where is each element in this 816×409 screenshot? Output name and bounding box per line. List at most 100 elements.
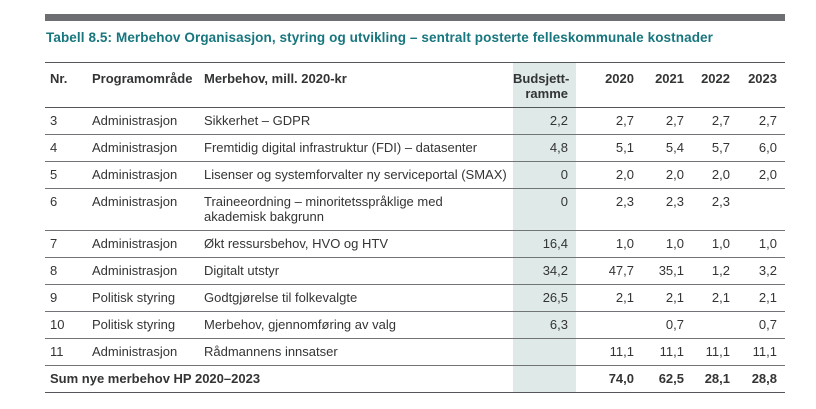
cell-programomrade: Politisk styring (92, 317, 176, 332)
cell-programomrade: Administrasjon (92, 236, 178, 251)
budget-table: Nr. Programområde Merbehov, mill. 2020-k… (45, 62, 785, 393)
cell-budsjettramme: 6,3 (513, 311, 576, 339)
cell-merbehov: Rådmannens innsatser (204, 344, 338, 359)
cell-2023: 0,7 (758, 317, 777, 332)
cell-merbehov: Traineeordning – minoritetsspråklige med… (204, 194, 443, 224)
cell-2021: 11,1 (659, 344, 684, 359)
cell-nr: 7 (50, 236, 58, 251)
cell-programomrade: Administrasjon (92, 113, 178, 128)
col-header-2023: 2023 (748, 71, 777, 86)
cell-2022: 5,7 (711, 140, 730, 155)
sum-2023: 28,8 (751, 371, 777, 386)
cell-nr: 11 (50, 344, 64, 359)
cell-2022: 2,0 (711, 167, 730, 182)
sum-budsjettramme (513, 365, 576, 393)
cell-2023: 3,2 (758, 263, 777, 278)
col-header-budsjett-line2: ramme (525, 86, 568, 101)
cell-nr: 6 (50, 194, 58, 209)
cell-nr: 9 (50, 290, 58, 305)
sum-row: Sum nye merbehov HP 2020–2023 74,0 62,5 … (45, 365, 785, 393)
table-row: 10 Politisk styring Merbehov, gjennomfør… (45, 311, 785, 339)
table-row: 9 Politisk styring Godtgjørelse til folk… (45, 284, 785, 312)
table-row: 5 Administrasjon Lisenser og systemforva… (45, 161, 785, 189)
sum-2022: 28,1 (704, 371, 730, 386)
cell-nr: 10 (50, 317, 65, 332)
cell-merbehov: Godtgjørelse til folkevalgte (204, 290, 358, 305)
table-row: 7 Administrasjon Økt ressursbehov, HVO o… (45, 230, 785, 258)
cell-2023: 6,0 (758, 140, 777, 155)
cell-2021: 2,1 (665, 290, 684, 305)
cell-2020: 2,7 (615, 113, 634, 128)
col-header-2022: 2022 (701, 71, 730, 86)
table-row: 6 Administrasjon Traineeordning – minori… (45, 188, 785, 231)
cell-budsjettramme: 34,2 (513, 257, 576, 285)
cell-budsjettramme: 4,8 (513, 134, 576, 162)
cell-merbehov: Fremtidig digital infrastruktur (FDI) – … (204, 140, 478, 155)
cell-programomrade: Administrasjon (92, 263, 178, 278)
cell-2023: 1,0 (758, 236, 777, 251)
cell-2020: 1,0 (615, 236, 634, 251)
cell-budsjettramme: 0 (513, 188, 576, 231)
cell-nr: 4 (50, 140, 58, 155)
cell-2022: 2,1 (711, 290, 730, 305)
cell-2023: 2,7 (758, 113, 777, 128)
col-header-programomrade: Programområde (92, 71, 193, 86)
cell-2022: 1,0 (711, 236, 730, 251)
cell-2020: 11,1 (609, 344, 634, 359)
cell-2023 (738, 189, 785, 231)
cell-nr: 3 (50, 113, 58, 128)
cell-2023: 11,1 (752, 344, 777, 359)
cell-nr: 5 (50, 167, 58, 182)
col-header-budsjettramme: Budsjett-ramme (513, 62, 576, 108)
cell-2020: 2,3 (615, 194, 634, 209)
cell-programomrade: Administrasjon (92, 194, 178, 209)
col-header-merbehov: Merbehov, mill. 2020-kr (204, 71, 347, 86)
cell-2020: 2,0 (615, 167, 634, 182)
cell-2021: 1,0 (665, 236, 684, 251)
cell-merbehov: Lisenser og systemforvalter ny servicepo… (204, 167, 507, 182)
cell-merbehov: Økt ressursbehov, HVO og HTV (204, 236, 388, 251)
cell-2022: 11,1 (705, 344, 730, 359)
cell-2023: 2,0 (758, 167, 777, 182)
sum-2020: 74,0 (608, 371, 634, 386)
table-row: 3 Administrasjon Sikkerhet – GDPR 2,2 2,… (45, 107, 785, 135)
col-header-2020: 2020 (605, 71, 634, 86)
cell-2020 (576, 312, 642, 339)
cell-nr: 8 (50, 263, 58, 278)
cell-programomrade: Administrasjon (92, 140, 178, 155)
cell-merbehov: Sikkerhet – GDPR (204, 113, 311, 128)
cell-merbehov: Merbehov, gjennomføring av valg (204, 317, 396, 332)
cell-budsjettramme (513, 338, 576, 366)
header-row: Nr. Programområde Merbehov, mill. 2020-k… (45, 62, 785, 108)
cell-programomrade: Administrasjon (92, 344, 178, 359)
cell-2021: 5,4 (665, 140, 684, 155)
top-divider-bar (45, 14, 785, 21)
cell-2021: 35,1 (658, 263, 684, 278)
table-row: 4 Administrasjon Fremtidig digital infra… (45, 134, 785, 162)
cell-2022: 2,3 (711, 194, 730, 209)
cell-2021: 2,7 (665, 113, 684, 128)
cell-2020: 47,7 (608, 263, 634, 278)
col-header-budsjett-line1: Budsjett- (513, 71, 570, 86)
cell-budsjettramme: 16,4 (513, 230, 576, 258)
cell-2021: 2,0 (665, 167, 684, 182)
cell-2020: 2,1 (615, 290, 634, 305)
cell-2023: 2,1 (758, 290, 777, 305)
sum-2021: 62,5 (658, 371, 684, 386)
cell-2022: 1,2 (711, 263, 730, 278)
table-title: Tabell 8.5: Merbehov Organisasjon, styri… (46, 30, 714, 45)
table-row: 11 Administrasjon Rådmannens innsatser 1… (45, 338, 785, 366)
table-row: 8 Administrasjon Digitalt utstyr 34,2 47… (45, 257, 785, 285)
col-header-nr: Nr. (50, 71, 68, 86)
cell-2022 (692, 312, 738, 339)
cell-programomrade: Administrasjon (92, 167, 178, 182)
cell-2022: 2,7 (711, 113, 730, 128)
sum-label: Sum nye merbehov HP 2020–2023 (50, 371, 261, 386)
cell-budsjettramme: 2,2 (513, 107, 576, 135)
cell-2021: 2,3 (665, 194, 684, 209)
col-header-2021: 2021 (655, 71, 684, 86)
cell-programomrade: Politisk styring (92, 290, 176, 305)
cell-2020: 5,1 (615, 140, 634, 155)
cell-budsjettramme: 0 (513, 161, 576, 189)
